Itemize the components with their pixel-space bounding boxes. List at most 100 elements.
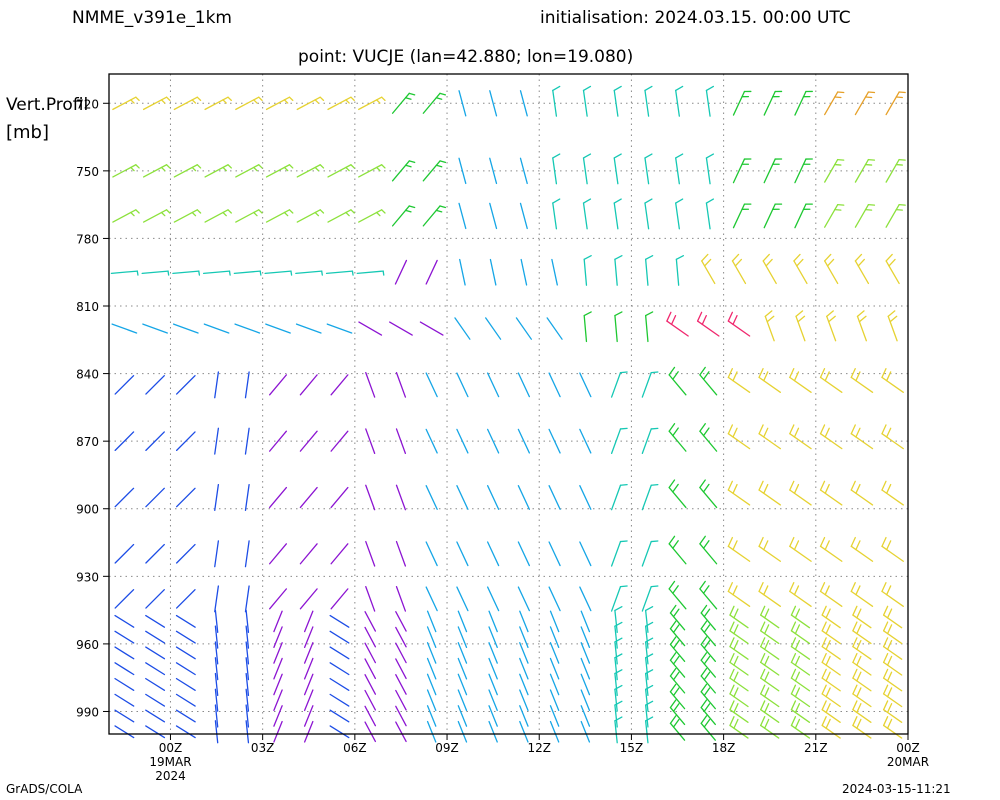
wind-barb-flag — [669, 699, 677, 709]
wind-barb — [727, 433, 751, 450]
wind-barb — [296, 164, 321, 178]
wind-barb-flag — [650, 540, 659, 543]
wind-barb-flag — [727, 368, 733, 379]
wind-barb-flag — [727, 424, 733, 435]
wind-barb — [358, 321, 383, 336]
wind-barb — [145, 677, 166, 691]
wind-barb-flag — [672, 718, 680, 728]
wind-barb-flag — [644, 716, 654, 722]
wind-barb-flag — [819, 368, 826, 379]
wind-barb — [852, 709, 872, 723]
wind-barb — [175, 614, 196, 628]
wind-barb — [142, 323, 168, 334]
wind-barb — [175, 375, 196, 395]
wind-barb-flag — [882, 652, 889, 664]
wind-barb — [175, 543, 196, 564]
wind-barb — [700, 659, 716, 678]
wind-barb-flag — [764, 608, 770, 619]
wind-barb — [644, 657, 649, 681]
wind-barb-flag — [734, 258, 743, 267]
wind-barb-flag — [797, 315, 806, 323]
y-axis-unit: [mb] — [6, 122, 50, 143]
wind-barb — [790, 661, 811, 676]
wind-barb — [668, 374, 687, 396]
wind-barb — [758, 545, 782, 562]
wind-barb — [696, 320, 720, 337]
wind-barb-flag — [758, 480, 764, 491]
wind-barb — [675, 89, 680, 117]
wind-barb — [459, 258, 466, 286]
wind-barb-flag — [375, 99, 381, 104]
wind-barb — [145, 646, 166, 660]
wind-barb — [175, 487, 196, 508]
wind-barb — [819, 590, 843, 607]
wind-barb — [762, 260, 777, 285]
wind-barb-flag — [855, 585, 861, 596]
wind-barb-flag — [582, 85, 592, 92]
wind-barb — [641, 428, 652, 455]
wind-barb — [882, 630, 903, 645]
wind-barb-flag — [852, 605, 858, 616]
wind-barb — [234, 323, 261, 334]
wind-barb — [613, 157, 619, 185]
wind-barb — [520, 258, 528, 286]
wind-barb — [852, 724, 872, 739]
wind-barb — [145, 614, 166, 628]
wind-barb — [852, 677, 872, 692]
wind-barb-flag — [837, 158, 845, 161]
wind-barb-flag — [614, 653, 623, 659]
wind-barb — [729, 693, 749, 708]
wind-barb-flag — [227, 209, 232, 214]
wind-barb — [395, 674, 407, 695]
wind-barb — [303, 705, 314, 727]
wind-barb — [395, 689, 407, 711]
wind-barb — [273, 626, 283, 648]
wind-barb — [551, 258, 558, 286]
wind-barb-flag — [867, 158, 876, 161]
wind-barb — [519, 705, 529, 727]
wind-barb-flag — [703, 718, 711, 728]
wind-barb — [488, 610, 498, 633]
wind-barb-flag — [666, 311, 672, 322]
wind-barb-flag — [672, 608, 680, 618]
wind-barb — [175, 693, 196, 707]
wind-barb — [669, 706, 686, 726]
wind-barb — [488, 642, 498, 664]
wind-barb-flag — [613, 85, 622, 92]
wind-barb-flag — [760, 716, 766, 727]
wind-barb-flag — [613, 153, 622, 159]
wind-barb — [821, 693, 841, 708]
wind-barb — [299, 374, 318, 396]
wind-barb — [114, 375, 135, 395]
wind-barb-flag — [196, 96, 202, 102]
wind-barb — [114, 487, 135, 508]
wind-barb-flag — [729, 637, 735, 648]
wind-barb-flag — [855, 540, 861, 551]
wind-barb — [214, 483, 220, 512]
wind-barb — [519, 626, 529, 648]
wind-barb — [245, 688, 250, 712]
wind-barb — [245, 704, 250, 728]
wind-barb — [790, 724, 811, 739]
wind-barb — [488, 626, 498, 648]
wind-barb-flag — [351, 270, 354, 276]
wind-barb — [700, 706, 716, 726]
wind-barb-flag — [852, 700, 858, 711]
wind-barb-flag — [227, 96, 232, 102]
wind-barb-flag — [856, 310, 865, 317]
wind-barb-flag — [882, 716, 889, 727]
wind-barb — [303, 642, 314, 664]
wind-barb-flag — [198, 270, 201, 276]
wind-barb-flag — [819, 480, 826, 491]
wind-barb-flag — [552, 85, 561, 92]
wind-barb-flag — [696, 311, 703, 322]
wind-barb-flag — [582, 198, 592, 204]
wind-barb — [303, 720, 314, 743]
wind-barb — [329, 709, 350, 723]
wind-barb — [327, 209, 352, 223]
wind-barb-flag — [850, 536, 856, 547]
wind-barb-flag — [825, 639, 831, 651]
wind-barb — [644, 672, 649, 697]
wind-barb — [391, 205, 410, 227]
wind-barb-flag — [763, 427, 769, 438]
